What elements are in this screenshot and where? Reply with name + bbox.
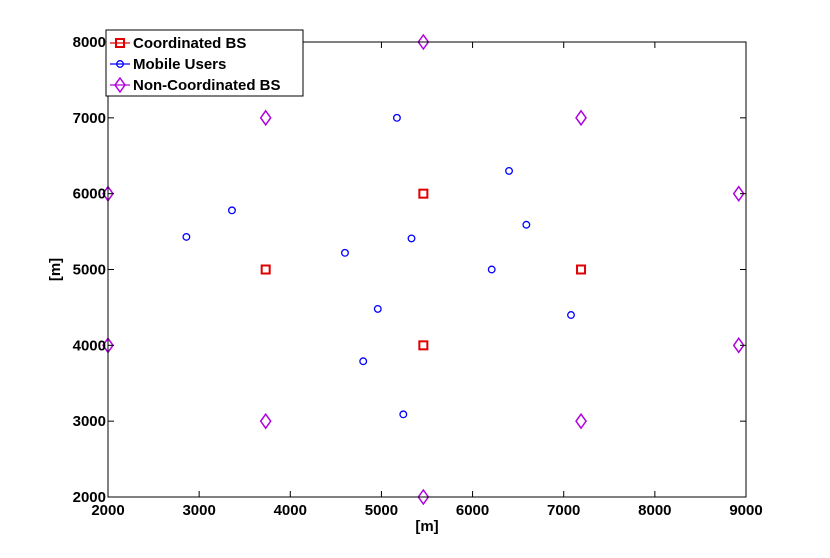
y-tick-label: 5000 xyxy=(73,262,106,279)
mobile-user-marker xyxy=(392,113,401,122)
mobile-user-marker xyxy=(487,265,496,274)
x-tick-label: 8000 xyxy=(638,502,671,519)
x-tick-label: 6000 xyxy=(456,502,489,519)
coordinated-bs-marker xyxy=(576,264,587,275)
legend-marker xyxy=(114,76,126,94)
y-tick-label: 7000 xyxy=(73,110,106,127)
mobile-user-marker xyxy=(373,304,382,313)
legend-marker xyxy=(116,60,124,68)
legend-box xyxy=(105,29,304,97)
legend-marker xyxy=(115,38,125,48)
legend-entry-label: Mobile Users xyxy=(133,56,226,73)
mobile-user-marker xyxy=(182,232,191,241)
data-marks xyxy=(102,33,745,506)
mobile-user-marker xyxy=(567,311,575,319)
non-coordinated-bs-marker xyxy=(575,412,587,430)
x-axis: 2000 3000 4000 5000 6000 7000 8000 9000 xyxy=(91,42,763,519)
x-axis-label: [m] xyxy=(415,518,438,535)
non-coordinated-bs-marker xyxy=(732,337,745,354)
coordinated-bs-marker xyxy=(418,340,429,351)
y-axis-label: [m] xyxy=(47,258,64,281)
plot-frame xyxy=(107,41,747,498)
non-coordinated-bs-marker xyxy=(417,33,430,51)
x-tick-label: 5000 xyxy=(365,502,398,519)
mobile-user-marker xyxy=(228,206,236,215)
mobile-user-marker xyxy=(522,220,531,229)
mobile-user-marker xyxy=(341,248,349,257)
non-coordinated-bs-marker xyxy=(259,412,272,430)
mobile-user-marker xyxy=(399,410,408,419)
coordinated-bs-marker xyxy=(260,264,271,275)
mobile-user-marker xyxy=(505,166,513,175)
legend-entry-label: Coordinated BS xyxy=(133,35,246,52)
non-coordinated-bs-marker xyxy=(417,488,430,506)
y-tick-label: 8000 xyxy=(73,34,106,51)
x-tick-label: 7000 xyxy=(547,502,580,519)
mobile-user-marker xyxy=(407,234,416,243)
non-coordinated-bs-marker xyxy=(575,109,587,127)
x-tick-label: 2000 xyxy=(91,502,124,519)
y-tick-label: 2000 xyxy=(73,489,106,506)
y-tick-label: 6000 xyxy=(73,186,106,203)
mobile-user-marker xyxy=(359,357,368,366)
x-tick-label: 3000 xyxy=(182,502,215,519)
y-tick-label: 3000 xyxy=(73,413,106,430)
x-tick-label: 4000 xyxy=(274,502,307,519)
y-tick-label: 4000 xyxy=(73,337,106,354)
y-axis: 2000 3000 4000 5000 6000 7000 8000 xyxy=(73,34,746,506)
x-tick-label: 9000 xyxy=(729,502,762,519)
legend-entry-label: Non-Coordinated BS xyxy=(133,77,281,94)
legend: Coordinated BS Mobile Users Non-Coordinate… xyxy=(105,29,304,97)
non-coordinated-bs-marker xyxy=(732,185,745,202)
non-coordinated-bs-marker xyxy=(259,109,272,127)
coordinated-bs-marker xyxy=(418,188,429,199)
